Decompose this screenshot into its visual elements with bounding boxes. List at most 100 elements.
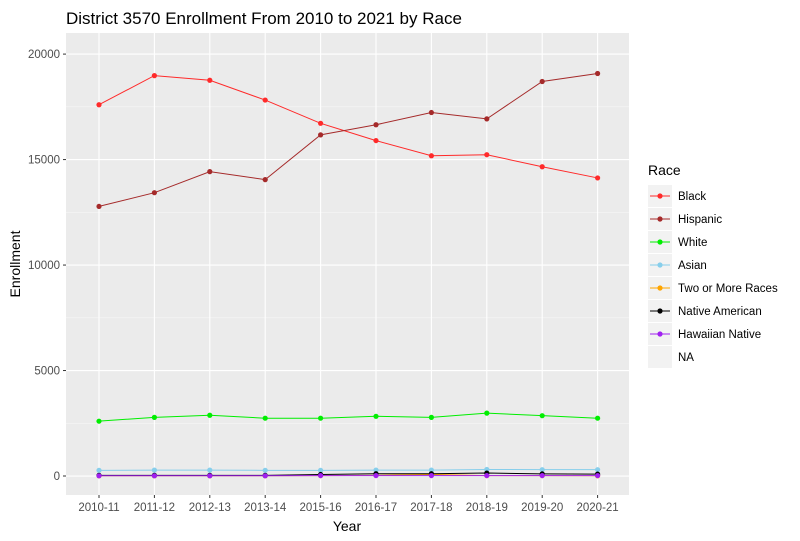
x-tick-label: 2020-21 [576, 502, 618, 514]
y-axis: 0 5000 10000 15000 20000 [28, 49, 66, 483]
series-hispanic [96, 70, 601, 210]
plot-panel [66, 33, 629, 495]
legend-entry: NA [648, 346, 694, 368]
data-point [484, 466, 490, 473]
data-point [207, 473, 213, 479]
legend-entry: Two or More Races [648, 277, 778, 299]
data-point [539, 164, 545, 170]
y-axis-title: Enrollment [7, 230, 23, 297]
x-tick-label: 2011-12 [134, 502, 175, 514]
data-point [428, 467, 434, 473]
data-point [262, 97, 268, 103]
data-point [96, 418, 102, 424]
y-tick-label: 15000 [28, 155, 60, 167]
data-point [96, 102, 102, 108]
legend-key-point [657, 193, 663, 199]
legend-label: Hawaiian Native [678, 329, 761, 341]
series-asian [96, 466, 601, 473]
legend-label: Black [678, 191, 706, 203]
legend-label: Asian [678, 260, 707, 272]
x-axis: 2010-11 2011-12 2012-13 2013-14 2015-16 2016-… [78, 495, 619, 514]
data-point [428, 153, 434, 159]
data-point [151, 414, 157, 420]
data-point [96, 473, 102, 479]
data-point [484, 472, 490, 479]
x-tick-label: 2012-13 [189, 502, 231, 514]
series-hawaiian-native [96, 472, 601, 479]
data-point [262, 473, 268, 479]
x-axis-title: Year [333, 518, 362, 534]
data-point [484, 116, 490, 122]
legend-entry: Hawaiian Native [648, 323, 761, 345]
data-point [373, 122, 379, 128]
legend: Race Black Hispanic White Asian Two or More … [648, 162, 778, 368]
series-line [98, 412, 598, 422]
x-tick-label: 2017-18 [410, 502, 452, 514]
data-point [318, 415, 324, 421]
data-point [207, 77, 213, 83]
legend-label: NA [678, 352, 694, 364]
data-point [373, 413, 379, 419]
legend-key-point [657, 308, 663, 314]
data-point [595, 415, 601, 421]
x-tick-label: 2015-16 [299, 502, 341, 514]
legend-entry: Native American [648, 300, 762, 322]
legend-key [648, 346, 672, 368]
series-line [98, 468, 598, 471]
data-point [318, 132, 324, 138]
data-point [151, 73, 157, 79]
data-point [539, 78, 545, 85]
data-point [96, 203, 102, 210]
data-point [484, 152, 490, 158]
y-tick-label: 10000 [28, 260, 60, 272]
data-point [484, 410, 490, 416]
data-point [96, 467, 102, 473]
x-tick-label: 2018-19 [466, 502, 508, 514]
legend-label: Native American [678, 306, 762, 318]
data-point [262, 467, 268, 473]
data-point [595, 472, 601, 479]
legend-key-point [657, 331, 663, 337]
data-point [428, 414, 434, 420]
legend-key-point [657, 262, 663, 268]
y-tick-label: 5000 [34, 366, 60, 378]
data-point [151, 467, 157, 473]
data-point [428, 109, 434, 116]
x-tick-label: 2013-14 [244, 502, 287, 514]
data-point [595, 70, 601, 77]
chart-title: District 3570 Enrollment From 2010 to 20… [66, 9, 462, 28]
legend-label: White [678, 237, 707, 249]
data-point [373, 137, 379, 144]
x-tick-label: 2019-20 [521, 502, 563, 514]
legend-key-point [657, 285, 663, 291]
data-point [318, 467, 324, 473]
data-point [262, 415, 268, 421]
data-point [539, 413, 545, 419]
data-point [373, 467, 379, 473]
series-line [98, 75, 598, 179]
legend-label: Hispanic [678, 214, 722, 226]
y-tick-label: 0 [54, 471, 60, 483]
legend-key-point [657, 239, 663, 245]
data-point [318, 120, 324, 126]
series-black [96, 73, 601, 181]
data-point [207, 412, 213, 418]
legend-title: Race [648, 162, 681, 178]
series-white [96, 410, 601, 424]
data-point [595, 467, 601, 473]
data-point [151, 473, 157, 479]
data-point [539, 472, 545, 479]
y-tick-label: 20000 [28, 49, 60, 61]
legend-entry: White [648, 231, 707, 253]
data-point [539, 467, 545, 473]
data-point [151, 190, 157, 196]
data-point [318, 472, 324, 479]
data-point [207, 169, 213, 175]
data-point [373, 472, 379, 479]
series-line [98, 73, 598, 207]
series-layer [96, 70, 601, 479]
data-point [207, 467, 213, 473]
legend-entry: Asian [648, 254, 707, 276]
legend-label: Two or More Races [678, 283, 778, 295]
